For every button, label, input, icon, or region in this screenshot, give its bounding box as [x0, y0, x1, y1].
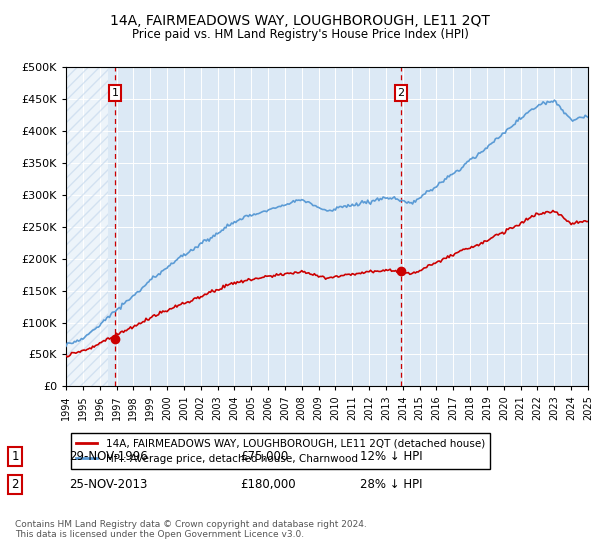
Text: 1: 1: [112, 88, 119, 98]
Legend: 14A, FAIRMEADOWS WAY, LOUGHBOROUGH, LE11 2QT (detached house), HPI: Average pric: 14A, FAIRMEADOWS WAY, LOUGHBOROUGH, LE11…: [71, 433, 490, 469]
Text: £75,000: £75,000: [240, 450, 288, 463]
Text: 28% ↓ HPI: 28% ↓ HPI: [360, 478, 422, 491]
Text: £180,000: £180,000: [240, 478, 296, 491]
Text: 25-NOV-2013: 25-NOV-2013: [69, 478, 148, 491]
Text: 2: 2: [398, 88, 404, 98]
Text: 1: 1: [11, 450, 19, 463]
Text: 2: 2: [11, 478, 19, 491]
Text: Contains HM Land Registry data © Crown copyright and database right 2024.
This d: Contains HM Land Registry data © Crown c…: [15, 520, 367, 539]
Text: Price paid vs. HM Land Registry's House Price Index (HPI): Price paid vs. HM Land Registry's House …: [131, 28, 469, 41]
Text: 14A, FAIRMEADOWS WAY, LOUGHBOROUGH, LE11 2QT: 14A, FAIRMEADOWS WAY, LOUGHBOROUGH, LE11…: [110, 14, 490, 28]
Text: 12% ↓ HPI: 12% ↓ HPI: [360, 450, 422, 463]
Text: 29-NOV-1996: 29-NOV-1996: [69, 450, 148, 463]
Bar: [66, 67, 108, 386]
